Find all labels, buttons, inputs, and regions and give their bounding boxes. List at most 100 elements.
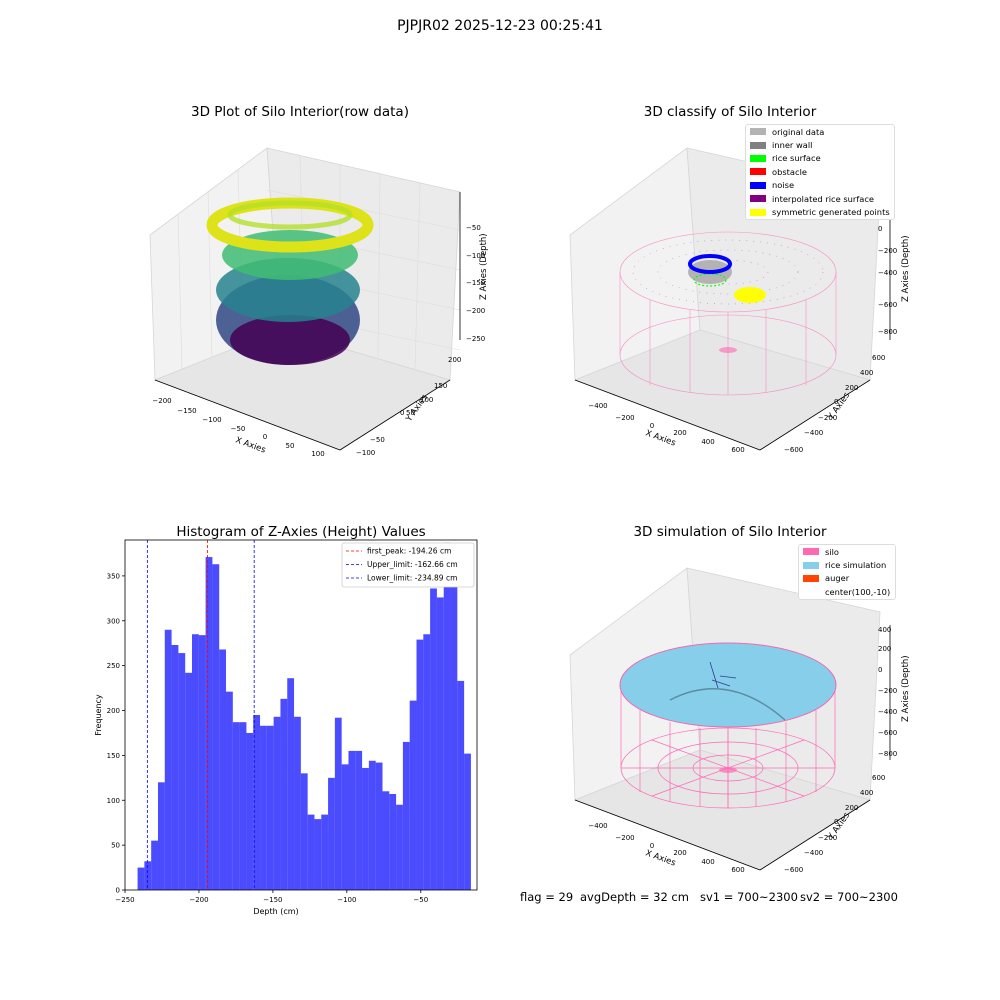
histogram-x-tick-label: −50: [413, 896, 428, 904]
raw-x-tick: −150: [177, 407, 196, 415]
histogram-y-tick-label: 50: [111, 842, 120, 850]
simulation-legend-label: rice simulation: [825, 560, 887, 571]
histogram-x-label: Depth (cm): [253, 907, 298, 916]
histogram-bar: [436, 597, 444, 890]
classify-interpolated-grid: [632, 239, 824, 305]
simulation-z-tick: 200: [878, 645, 891, 653]
simulation-legend-swatch: [803, 574, 819, 582]
histogram-bar: [232, 722, 240, 890]
simulation-x-tick: 200: [673, 849, 686, 857]
classify-z-tick: −800: [878, 328, 897, 336]
histogram-bar: [389, 793, 397, 890]
classify-legend-label: symmetric generated points: [772, 207, 890, 218]
histogram-bar: [362, 767, 369, 890]
simulation-auger: [709, 661, 737, 689]
simulation-legend-item: center(100,-10): [799, 585, 895, 598]
classify-z-tick: 0: [878, 225, 882, 233]
classify-bottom-center: [719, 347, 737, 353]
raw-3d-plot[interactable]: −200 −150 −100 −50 0 50 100 X Axies 200 …: [130, 130, 490, 470]
simulation-y-tick: 400: [860, 789, 873, 797]
raw-axis-lines: [154, 192, 461, 451]
histogram-title: Histogram of Z-Axies (Height) Values: [176, 524, 426, 540]
simulation-legend-label: silo: [825, 546, 840, 557]
classify-legend-swatch: [750, 168, 766, 176]
avg-depth-text: avgDepth = 32 cm: [580, 890, 689, 904]
simulation-z-tick: −800: [878, 750, 897, 758]
simulation-y-tick: 600: [872, 774, 885, 782]
classify-axis-lines: [574, 205, 891, 451]
raw-plot-title: 3D Plot of Silo Interior(row data): [191, 104, 409, 120]
histogram-bar: [355, 750, 363, 890]
classify-z-tick: −400: [878, 269, 897, 277]
classify-x-tick: 400: [701, 438, 714, 446]
histogram-bar: [171, 645, 179, 890]
histogram-bar: [273, 716, 281, 890]
raw-z-tick: −100: [466, 252, 485, 260]
sv1-text: sv1 = 700~2300: [700, 890, 798, 904]
histogram-y-tick-label: 300: [107, 617, 120, 625]
histogram-y-tick-label: 250: [107, 662, 120, 670]
classify-rice-surface: [693, 273, 727, 287]
simulation-rice-depression: [669, 688, 786, 721]
raw-x-tick: 50: [286, 442, 295, 450]
simulation-y-tick: −200: [818, 834, 837, 842]
histogram-bar: [382, 791, 390, 890]
histogram-bar: [423, 634, 431, 890]
simulation-y-ticks: 600 400 200 0 −200 −400 −600: [784, 774, 885, 874]
raw-y-tick: 100: [420, 396, 433, 404]
simulation-x-tick: 400: [701, 858, 714, 866]
classify-symmetric-points: [734, 287, 766, 303]
classify-y-tick: 200: [845, 384, 858, 392]
raw-y-tick: −100: [356, 449, 375, 457]
histogram-frame: [124, 539, 478, 891]
classify-y-tick: −400: [804, 429, 823, 437]
simulation-z-tick: −200: [878, 687, 897, 695]
histogram-bar: [287, 678, 295, 890]
histogram-y-tick-label: 200: [107, 707, 120, 715]
simulation-plot-title: 3D simulation of Silo Interior: [633, 524, 827, 540]
raw-x-tick: −100: [202, 416, 221, 424]
classify-legend-item: noise: [746, 179, 894, 192]
raw-lower-cloud-base: [230, 315, 350, 365]
histogram-bar: [348, 750, 356, 890]
classify-legend-item: rice surface: [746, 152, 894, 165]
simulation-3d-plot[interactable]: −400 −200 0 200 400 600 X Axies 600 400 …: [560, 550, 920, 880]
classify-legend-swatch: [750, 208, 766, 216]
histogram-bar: [151, 840, 158, 890]
histogram-chart: −250 −200 −150 −100 −50 0 50 100 150 200 250 300 350…: [94, 539, 478, 916]
classify-legend-label: obstacle: [772, 166, 807, 177]
classify-legend-item: symmetric generated points: [746, 205, 894, 218]
histogram-bar: [464, 753, 471, 890]
raw-y-tick: −50: [370, 436, 385, 444]
histogram-bar: [430, 588, 437, 890]
simulation-legend-item: rice simulation: [799, 558, 895, 571]
classify-legend-swatch: [750, 154, 766, 162]
raw-point-cloud: [206, 197, 374, 365]
histogram-bar: [307, 814, 315, 890]
raw-y-tick: 150: [434, 382, 447, 390]
figure-suptitle: PJPJR02 2025-12-23 00:25:41: [397, 18, 603, 34]
simulation-legend: silo rice simulation auger center(100,-10): [798, 544, 896, 600]
histogram-bar: [198, 635, 206, 890]
histogram-bar: [328, 777, 335, 890]
histogram-bar: [341, 764, 349, 890]
histogram-bar: [260, 725, 267, 890]
classify-legend-swatch: [750, 195, 766, 203]
classify-x-tick: 600: [731, 446, 744, 454]
histogram-legend-label: Upper_limit: -162.66 cm: [367, 560, 458, 569]
raw-z-ticks: −50 −100 −150 −200 −250: [466, 224, 485, 343]
raw-y-ticks: 200 150 100 50 0 −50 −100: [356, 356, 461, 457]
histogram-bar: [294, 716, 301, 890]
classify-legend-swatch: [750, 141, 766, 149]
simulation-bottom-center: [719, 767, 737, 773]
raw-z-tick: −200: [466, 307, 485, 315]
simulation-rice-mesh: [619, 642, 837, 728]
raw-x-tick: −50: [231, 425, 246, 433]
simulation-x-tick: 600: [731, 866, 744, 874]
simulation-x-ticks: −400 −200 0 200 400 600: [588, 822, 744, 874]
classify-legend: original data inner wall rice surface obsta…: [745, 124, 895, 220]
histogram-bar: [185, 672, 192, 890]
raw-z-tick: −250: [466, 335, 485, 343]
histogram-legend-label: first_peak: -194.26 cm: [367, 547, 451, 556]
classify-x-tick: −200: [615, 414, 634, 422]
